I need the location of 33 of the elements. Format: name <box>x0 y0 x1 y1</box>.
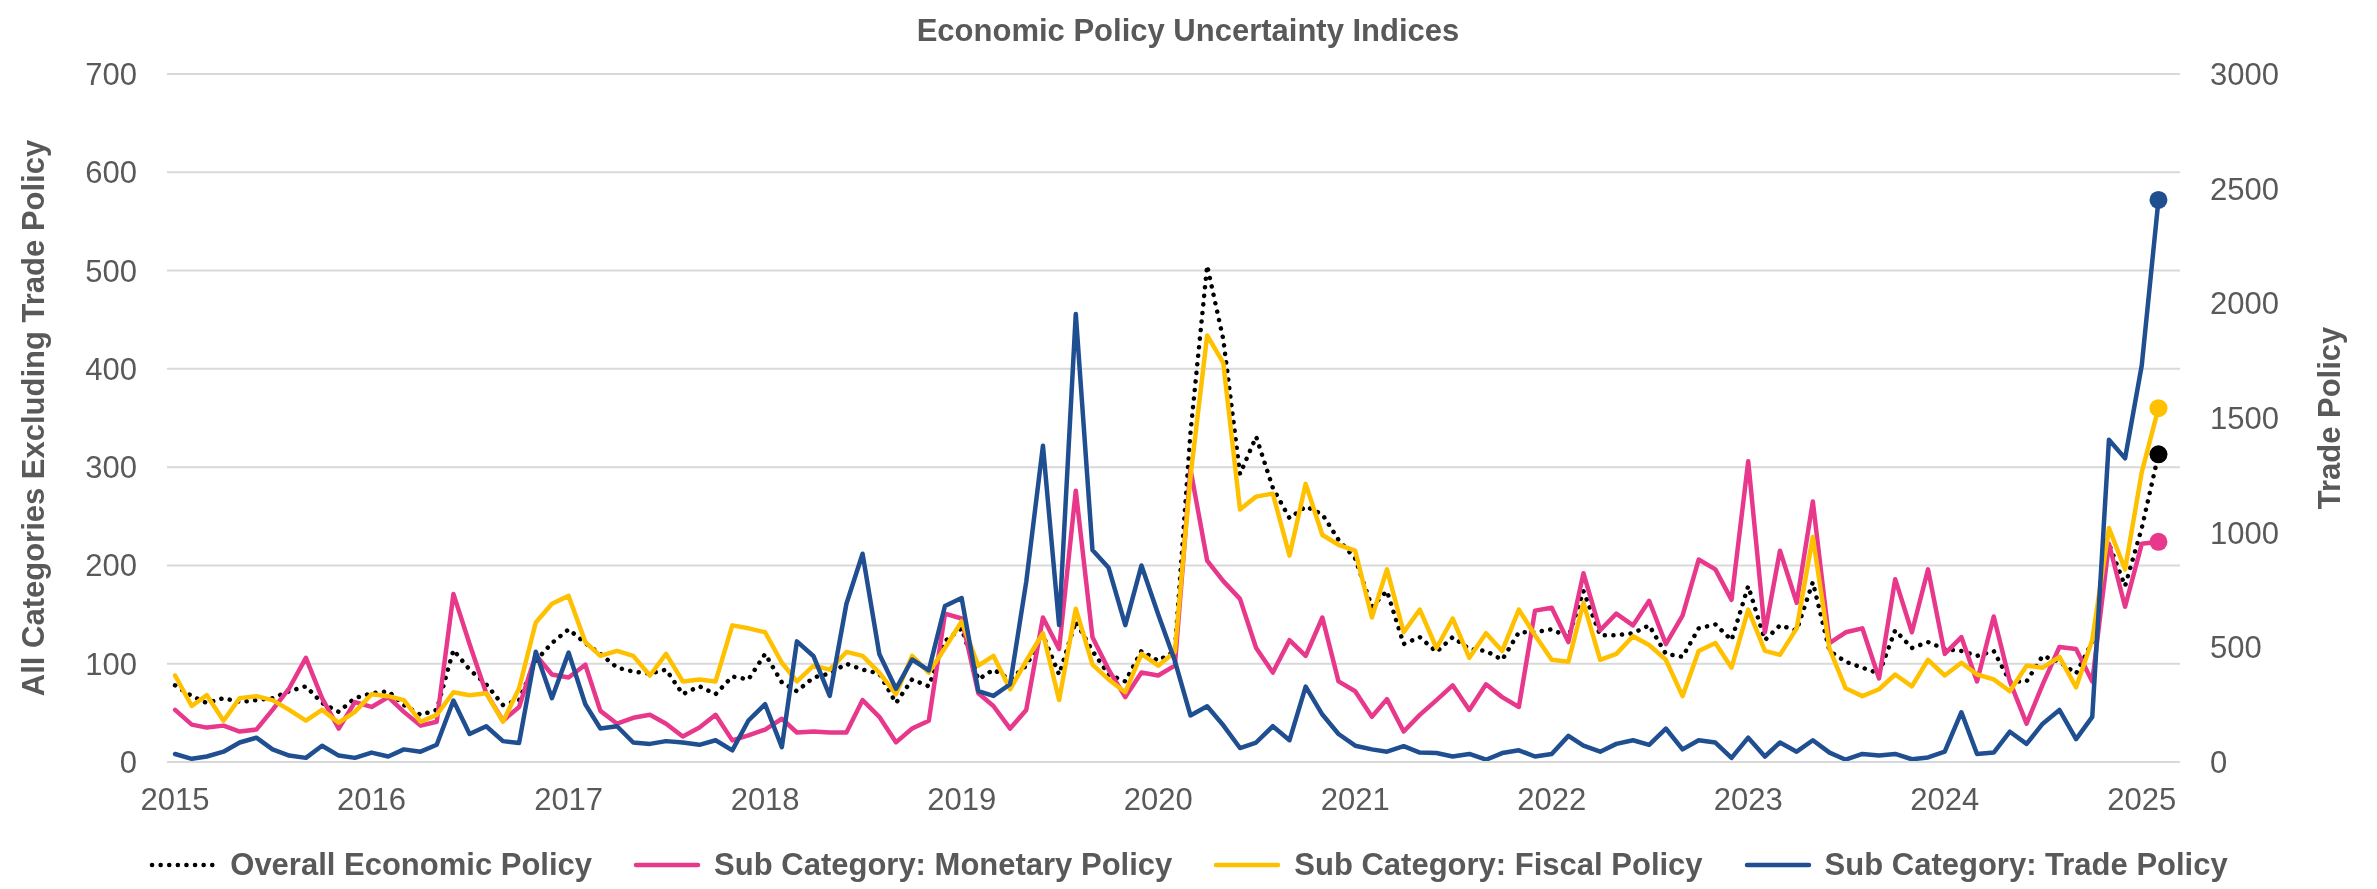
y2-tick-label: 500 <box>2210 630 2262 666</box>
x-tick-label: 2022 <box>1517 782 1587 818</box>
x-tick-label: 2024 <box>1910 782 1980 818</box>
y-tick-label: 400 <box>85 351 137 387</box>
y-tick-label: 500 <box>85 253 137 289</box>
x-tick-label: 2019 <box>927 782 997 818</box>
y-tick-label: 100 <box>85 646 137 682</box>
x-tick-label: 2020 <box>1123 782 1193 818</box>
chart-title: Economic Policy Uncertainty Indices <box>915 13 1461 49</box>
x-tick-label: 2015 <box>140 782 210 818</box>
x-tick-label: 2017 <box>534 782 604 818</box>
legend-label: Sub Category: Monetary Policy <box>714 847 1173 883</box>
x-tick-label: 2023 <box>1713 782 1783 818</box>
y-tick-label: 200 <box>85 548 137 584</box>
y2-tick-label: 3000 <box>2210 57 2279 92</box>
x-tick-label: 2018 <box>730 782 800 818</box>
x-tick-label: 2016 <box>337 782 407 818</box>
y2-tick-label: 1500 <box>2210 401 2279 437</box>
legend-label: Overall Economic Policy <box>230 847 593 883</box>
y2-tick-label: 2500 <box>2210 171 2279 207</box>
legend-label: Sub Category: Trade Policy <box>1824 847 2228 883</box>
x-tick-label: 2025 <box>2107 782 2177 818</box>
y-tick-label: 600 <box>85 155 137 191</box>
legend-label: Sub Category: Fiscal Policy <box>1294 847 1703 883</box>
x-tick-label: 2021 <box>1320 782 1390 818</box>
y2-tick-label: 1000 <box>2210 515 2279 551</box>
y2-axis-title: Trade Policy <box>2312 326 2347 510</box>
y2-tick-label: 0 <box>2210 745 2228 781</box>
y-tick-label: 0 <box>119 745 137 781</box>
y-tick-label: 700 <box>85 57 137 92</box>
y-axis-title: All Categories Excluding Trade Policy <box>16 139 51 697</box>
y2-tick-label: 2000 <box>2210 286 2279 322</box>
y-tick-label: 300 <box>85 450 137 486</box>
